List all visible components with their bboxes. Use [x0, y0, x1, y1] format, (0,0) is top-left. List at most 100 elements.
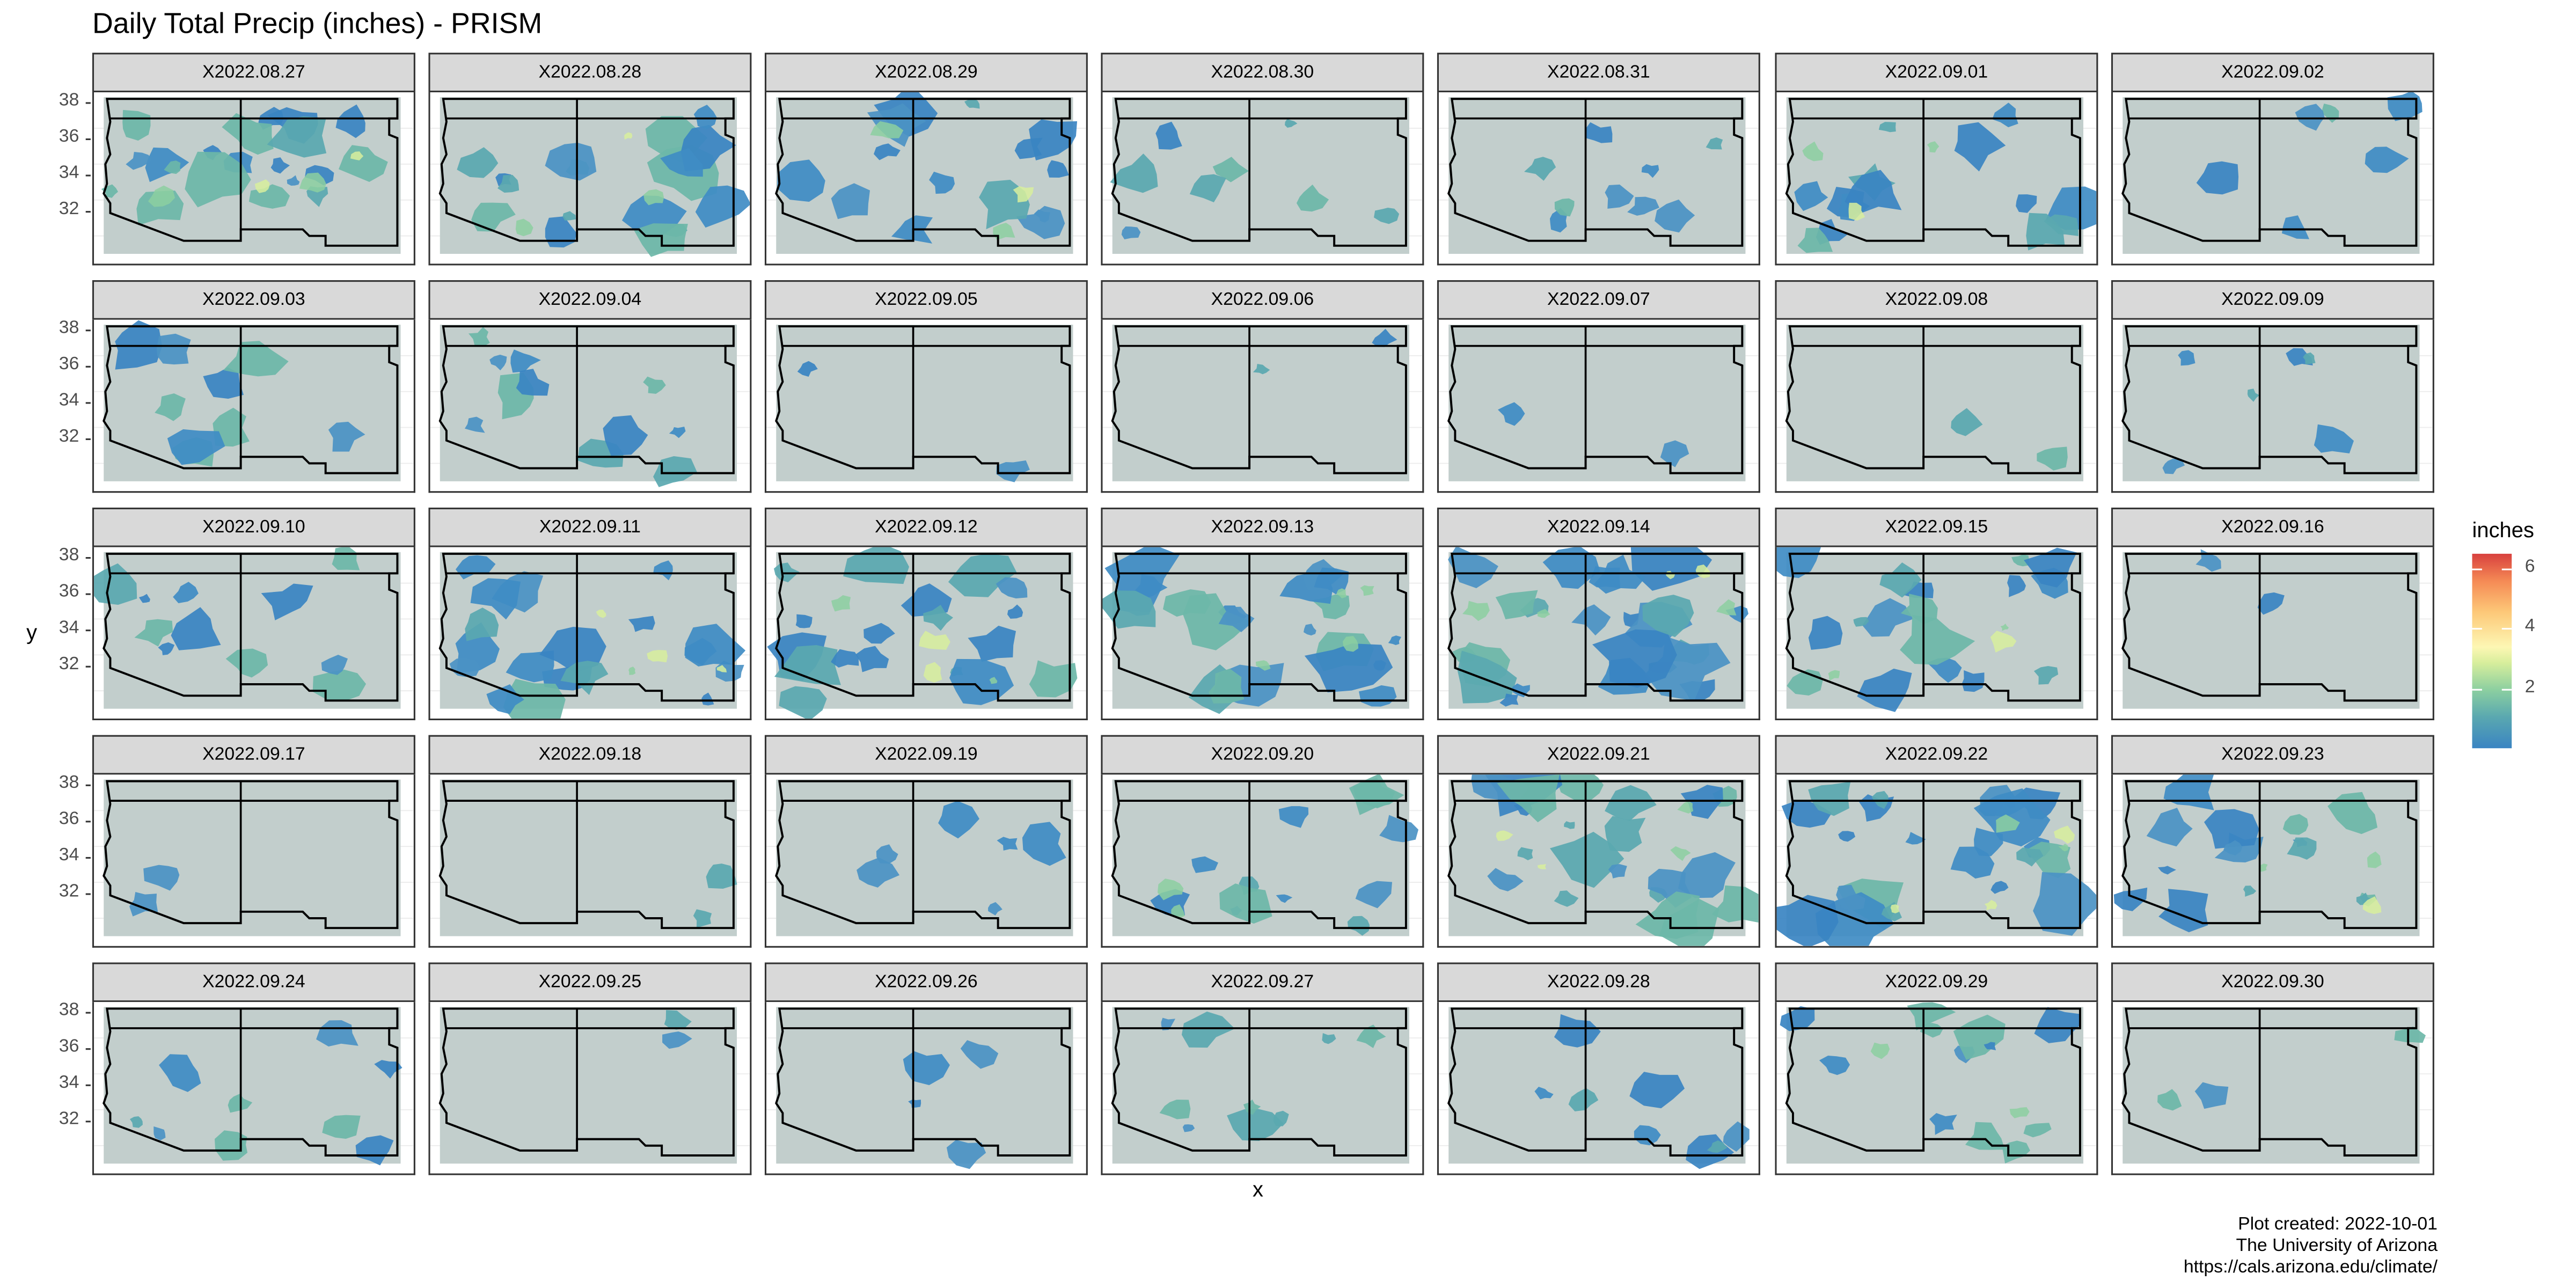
precip-area — [1660, 440, 1689, 467]
state-divider — [446, 781, 734, 912]
legend-title: inches — [2472, 517, 2534, 543]
legend-tick-label: 2 — [2524, 677, 2535, 697]
precip-area — [929, 171, 955, 194]
precip-map — [94, 1007, 414, 1166]
precip-map — [2113, 549, 2433, 709]
state-divider — [1792, 1008, 2080, 1139]
state-divider — [1118, 553, 1406, 685]
precip-map — [766, 547, 1086, 719]
precip-area — [777, 159, 825, 202]
state-divider — [1455, 781, 1743, 912]
facet-panel: X2022.09.29 — [1775, 962, 2098, 1175]
land-background — [2123, 1007, 2420, 1164]
y-tick-mark — [85, 665, 91, 668]
precip-map — [2113, 325, 2433, 481]
precip-map — [94, 97, 414, 254]
state-divider — [446, 553, 734, 685]
precip-area — [855, 646, 889, 672]
precip-area — [996, 460, 1030, 482]
precip-area-heavy — [1360, 585, 1374, 596]
facet-plot-area — [2111, 547, 2434, 721]
state-divider — [2129, 326, 2417, 457]
precip-area — [693, 105, 717, 129]
precip-area — [1159, 1100, 1191, 1119]
precip-map — [1102, 547, 1423, 714]
precip-area — [471, 202, 516, 232]
facet-panel: X2022.09.27 — [1101, 962, 1424, 1175]
facet-plot-area — [1775, 319, 2098, 493]
y-tick-label: 34 — [58, 390, 79, 411]
precip-area — [1347, 916, 1370, 936]
state-divider — [446, 1008, 734, 1139]
precip-map — [766, 92, 1086, 254]
precip-area-heavy — [596, 610, 606, 618]
precip-area-heavy — [1537, 864, 1546, 869]
facet-panel: X2022.09.26 — [764, 962, 1088, 1175]
precip-area — [173, 582, 199, 603]
precip-area — [863, 623, 895, 644]
precip-area — [779, 686, 827, 719]
precip-area — [1951, 408, 1983, 436]
facet-strip-label: X2022.09.30 — [2111, 962, 2434, 1002]
legend-tick-label: 6 — [2524, 557, 2535, 577]
precip-area — [1990, 881, 2009, 894]
precip-map — [430, 1007, 750, 1164]
precip-area — [2295, 104, 2325, 131]
precip-area — [2016, 194, 2037, 213]
facet-plot-area — [2111, 774, 2434, 948]
facet-strip-label: X2022.09.27 — [1101, 962, 1424, 1002]
precip-area — [1711, 885, 1759, 923]
facet-strip-label: X2022.09.05 — [764, 280, 1088, 320]
facet-strip-label: X2022.09.17 — [92, 735, 415, 775]
precip-area — [1808, 616, 1843, 650]
precip-area — [1303, 624, 1316, 636]
y-tick-mark — [85, 174, 91, 177]
facet-panel: X2022.09.04 — [428, 280, 752, 493]
precip-area-heavy — [1171, 904, 1185, 919]
precip-area-heavy — [2058, 844, 2069, 852]
precip-area — [1285, 119, 1298, 128]
precip-area — [1227, 1109, 1284, 1141]
facet-strip-label: X2022.09.19 — [764, 735, 1088, 775]
precip-area — [1182, 1124, 1195, 1132]
facet-panel: X2022.09.02 — [2111, 53, 2434, 266]
precip-area — [1554, 890, 1579, 907]
precip-area — [695, 185, 750, 228]
precip-area — [1322, 1033, 1336, 1044]
precip-map — [430, 552, 750, 719]
precip-area — [1974, 828, 2003, 857]
precip-area — [1102, 590, 1156, 629]
x-axis-label: x — [1252, 1176, 1263, 1202]
precip-area — [1121, 226, 1141, 239]
precip-area — [1487, 868, 1524, 891]
precip-area — [1881, 902, 1902, 921]
precip-area-heavy — [1990, 631, 2017, 653]
state-boundary — [1111, 325, 1407, 474]
precip-area — [1276, 894, 1293, 903]
precip-area — [489, 354, 507, 371]
facet-panel: X2022.08.30 — [1101, 53, 1424, 266]
precip-area — [464, 416, 485, 433]
precip-area — [374, 1060, 402, 1079]
precip-area — [1524, 157, 1556, 181]
precip-area — [1007, 604, 1023, 619]
facet-panel: X2022.09.20 — [1101, 735, 1424, 948]
precip-area — [795, 614, 813, 628]
precip-area — [1605, 184, 1634, 209]
precip-area — [628, 616, 655, 632]
facet-strip-label: X2022.08.28 — [428, 53, 752, 92]
precip-area-heavy — [1927, 141, 1940, 153]
precip-area — [2033, 872, 2097, 936]
facet-plot-area — [1775, 92, 2098, 266]
precip-area — [2281, 215, 2309, 239]
state-boundary — [1785, 325, 2081, 474]
precip-area-heavy — [1695, 564, 1710, 579]
precip-area — [1836, 884, 1865, 911]
y-tick-mark — [85, 365, 91, 368]
precip-area-heavy — [989, 677, 998, 684]
y-tick-label: 38 — [58, 90, 79, 111]
facet-strip-label: X2022.09.18 — [428, 735, 752, 775]
precip-area — [223, 341, 289, 377]
precip-area — [1571, 604, 1611, 636]
precip-area — [1776, 895, 1839, 946]
